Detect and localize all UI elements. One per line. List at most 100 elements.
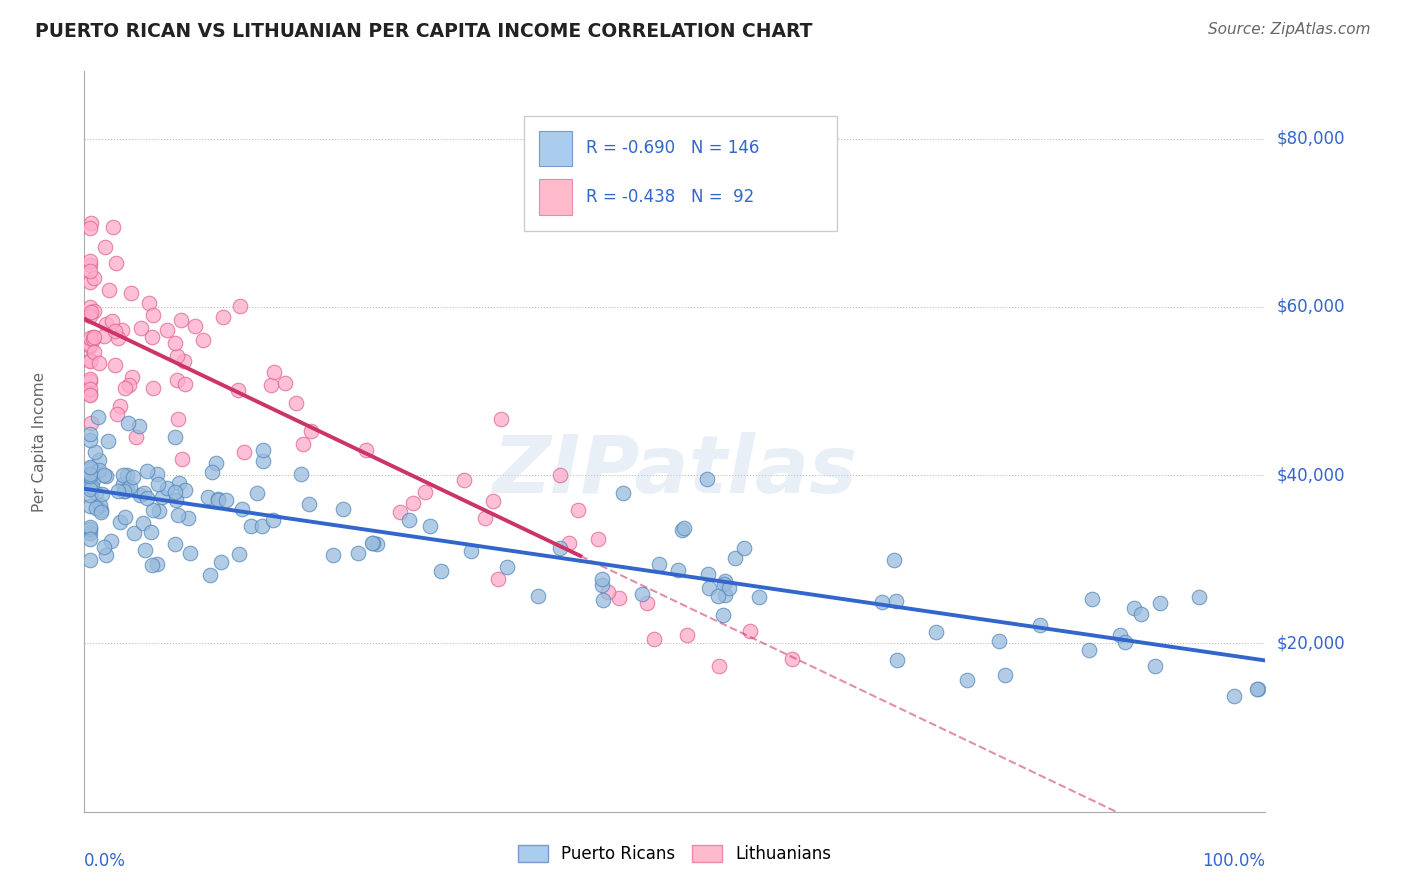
Point: [79, 470, 101, 484]
Point: [107, 484, 129, 499]
Point: [91, 487, 114, 501]
Point: [79, 221, 101, 235]
Point: [134, 485, 156, 500]
Point: [647, 557, 669, 571]
Point: [114, 484, 136, 499]
Point: [139, 525, 162, 540]
Point: [79, 388, 101, 402]
Point: [141, 308, 163, 322]
Point: [924, 625, 946, 640]
Point: [262, 513, 284, 527]
Point: [1114, 634, 1136, 648]
Point: [141, 558, 163, 572]
Point: [298, 497, 321, 511]
Point: [101, 314, 124, 328]
Point: [79, 310, 101, 324]
Point: [1081, 592, 1104, 607]
Point: [125, 430, 148, 444]
Point: [165, 492, 187, 507]
Point: [79, 478, 101, 492]
Point: [79, 386, 101, 401]
Point: [134, 542, 156, 557]
Point: [548, 468, 571, 483]
Point: [460, 544, 482, 558]
Text: $20,000: $20,000: [1277, 634, 1346, 652]
Point: [402, 496, 425, 510]
Point: [207, 492, 229, 507]
Point: [260, 377, 283, 392]
Point: [79, 254, 101, 268]
Point: [79, 433, 101, 447]
Point: [87, 410, 110, 425]
Point: [79, 532, 101, 546]
Point: [696, 472, 718, 486]
Point: [671, 523, 693, 537]
Point: [347, 546, 370, 560]
Point: [586, 532, 609, 546]
Point: [110, 399, 132, 413]
Point: [105, 256, 128, 270]
Point: [114, 509, 136, 524]
FancyBboxPatch shape: [523, 116, 837, 230]
Point: [122, 526, 145, 541]
Point: [156, 323, 179, 337]
Point: [136, 491, 159, 505]
Point: [672, 521, 695, 535]
Point: [240, 519, 263, 533]
Point: [82, 332, 104, 346]
Point: [291, 437, 314, 451]
Point: [79, 382, 101, 396]
Point: [612, 486, 634, 500]
Point: [1188, 590, 1211, 604]
Point: [79, 374, 101, 388]
FancyBboxPatch shape: [538, 130, 572, 166]
Point: [884, 593, 907, 607]
Point: [173, 354, 195, 368]
Point: [1149, 596, 1171, 610]
Point: [290, 467, 312, 481]
Point: [94, 317, 117, 331]
Point: [748, 590, 770, 604]
Text: R = -0.438   N =  92: R = -0.438 N = 92: [586, 188, 755, 206]
Point: [205, 456, 228, 470]
Point: [79, 461, 101, 475]
Point: [96, 469, 118, 483]
Point: [103, 219, 125, 234]
Point: [90, 505, 112, 519]
Point: [173, 483, 195, 498]
Point: [83, 304, 105, 318]
Point: [636, 595, 658, 609]
Point: [723, 551, 745, 566]
Point: [740, 624, 762, 639]
Point: [1130, 607, 1153, 621]
Point: [114, 381, 136, 395]
Point: [169, 476, 191, 491]
Point: [231, 502, 253, 516]
Point: [780, 652, 803, 666]
Point: [284, 396, 307, 410]
Point: [93, 540, 115, 554]
Legend: Puerto Ricans, Lithuanians: Puerto Ricans, Lithuanians: [512, 838, 838, 870]
Point: [97, 283, 120, 297]
Point: [668, 563, 690, 577]
Point: [89, 499, 111, 513]
Point: [956, 673, 979, 687]
Point: [141, 330, 163, 344]
Point: [1223, 690, 1246, 704]
Point: [713, 574, 735, 588]
Point: [453, 474, 475, 488]
Point: [111, 323, 134, 337]
Point: [79, 488, 101, 502]
Point: [142, 502, 165, 516]
Point: [733, 541, 755, 555]
Point: [156, 482, 179, 496]
Point: [591, 577, 613, 591]
Point: [83, 445, 105, 459]
Point: [232, 444, 254, 458]
Point: [548, 541, 571, 555]
Point: [170, 313, 193, 327]
Point: [207, 492, 229, 507]
Point: [79, 460, 101, 475]
Point: [79, 372, 101, 386]
Point: [146, 557, 169, 571]
